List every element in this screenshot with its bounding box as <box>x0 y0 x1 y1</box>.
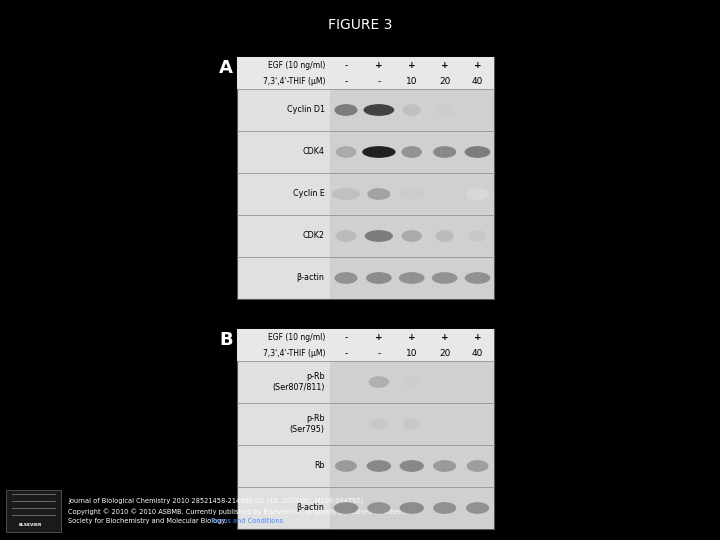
Ellipse shape <box>335 460 357 472</box>
Ellipse shape <box>402 418 420 430</box>
Ellipse shape <box>336 146 356 158</box>
Text: p-Rb
(Ser807/811): p-Rb (Ser807/811) <box>272 372 325 392</box>
Text: +: + <box>441 62 449 70</box>
Text: CDK4: CDK4 <box>302 147 325 157</box>
Ellipse shape <box>334 272 358 284</box>
Ellipse shape <box>400 460 424 472</box>
Text: 20: 20 <box>439 77 450 86</box>
Ellipse shape <box>436 104 454 116</box>
Bar <box>330 89 494 131</box>
Text: Copyright © 2010 © 2010 ASBMB. Currently published by Elsevier Inc; originally p: Copyright © 2010 © 2010 ASBMB. Currently… <box>68 508 415 515</box>
Ellipse shape <box>437 418 452 430</box>
Ellipse shape <box>366 460 391 472</box>
Ellipse shape <box>464 146 490 158</box>
Text: Society for Biochemistry and Molecular Biology.: Society for Biochemistry and Molecular B… <box>68 518 227 524</box>
Bar <box>6 490 61 532</box>
Bar <box>330 445 494 487</box>
Text: -: - <box>344 77 348 86</box>
Text: +: + <box>408 62 415 70</box>
Text: A: A <box>219 59 233 77</box>
Ellipse shape <box>432 272 457 284</box>
Ellipse shape <box>332 188 360 200</box>
Text: +: + <box>375 62 382 70</box>
Ellipse shape <box>466 188 489 200</box>
Ellipse shape <box>433 460 456 472</box>
Ellipse shape <box>467 460 488 472</box>
Bar <box>330 257 494 299</box>
Bar <box>330 487 494 529</box>
Ellipse shape <box>433 502 456 514</box>
Text: EGF (10 ng/ml): EGF (10 ng/ml) <box>268 333 325 342</box>
Text: 40: 40 <box>472 77 483 86</box>
Bar <box>237 57 494 89</box>
Text: Rb: Rb <box>314 462 325 470</box>
Ellipse shape <box>370 418 388 430</box>
Text: -: - <box>377 77 380 86</box>
Bar <box>237 329 494 529</box>
Ellipse shape <box>334 104 358 116</box>
Ellipse shape <box>367 502 390 514</box>
Ellipse shape <box>364 104 395 116</box>
Bar <box>237 57 494 299</box>
Ellipse shape <box>436 230 454 242</box>
Ellipse shape <box>402 146 422 158</box>
Ellipse shape <box>399 188 425 200</box>
Text: β-actin: β-actin <box>297 503 325 512</box>
Ellipse shape <box>433 146 456 158</box>
Bar <box>330 215 494 257</box>
Bar <box>330 173 494 215</box>
Text: +: + <box>474 333 482 342</box>
Text: B: B <box>220 331 233 349</box>
Text: +: + <box>375 333 382 342</box>
Ellipse shape <box>405 376 419 388</box>
Ellipse shape <box>466 502 489 514</box>
Text: β-actin: β-actin <box>297 273 325 282</box>
Text: 20: 20 <box>439 349 450 359</box>
Text: FIGURE 3: FIGURE 3 <box>328 18 392 32</box>
Bar <box>330 131 494 173</box>
Text: Terms and Conditions: Terms and Conditions <box>211 518 283 524</box>
Ellipse shape <box>367 188 390 200</box>
Text: Journal of Biological Chemistry 2010 28521458-214660 Ol: (10. 1074/jbc. M109.094: Journal of Biological Chemistry 2010 285… <box>68 498 363 504</box>
Text: +: + <box>441 333 449 342</box>
Ellipse shape <box>402 230 422 242</box>
Text: 40: 40 <box>472 349 483 359</box>
Text: 7,3',4'-THIF (μM): 7,3',4'-THIF (μM) <box>263 77 325 86</box>
Text: -: - <box>344 333 348 342</box>
Bar <box>330 361 494 403</box>
Text: 10: 10 <box>406 349 418 359</box>
Ellipse shape <box>336 230 356 242</box>
Ellipse shape <box>362 146 395 158</box>
Text: 7,3',4'-THIF (μM): 7,3',4'-THIF (μM) <box>263 349 325 359</box>
Text: +: + <box>408 333 415 342</box>
Text: -: - <box>344 349 348 359</box>
Ellipse shape <box>366 272 392 284</box>
Ellipse shape <box>402 104 420 116</box>
Text: -: - <box>344 62 348 70</box>
Ellipse shape <box>469 104 487 116</box>
Bar <box>330 403 494 445</box>
Ellipse shape <box>399 272 425 284</box>
Ellipse shape <box>469 230 487 242</box>
Text: EGF (10 ng/ml): EGF (10 ng/ml) <box>268 62 325 70</box>
Text: +: + <box>474 62 482 70</box>
Text: ELSEVIER: ELSEVIER <box>18 523 42 527</box>
Text: CDK2: CDK2 <box>302 232 325 240</box>
Text: Cyclin D1: Cyclin D1 <box>287 105 325 114</box>
Text: 10: 10 <box>406 77 418 86</box>
Ellipse shape <box>464 272 490 284</box>
Ellipse shape <box>334 502 358 514</box>
Bar <box>237 329 494 361</box>
Ellipse shape <box>365 230 393 242</box>
Text: p-Rb
(Ser795): p-Rb (Ser795) <box>289 414 325 434</box>
Ellipse shape <box>369 376 389 388</box>
Text: -: - <box>377 349 380 359</box>
Ellipse shape <box>400 502 424 514</box>
Text: Cyclin E: Cyclin E <box>292 190 325 199</box>
Ellipse shape <box>433 188 456 200</box>
